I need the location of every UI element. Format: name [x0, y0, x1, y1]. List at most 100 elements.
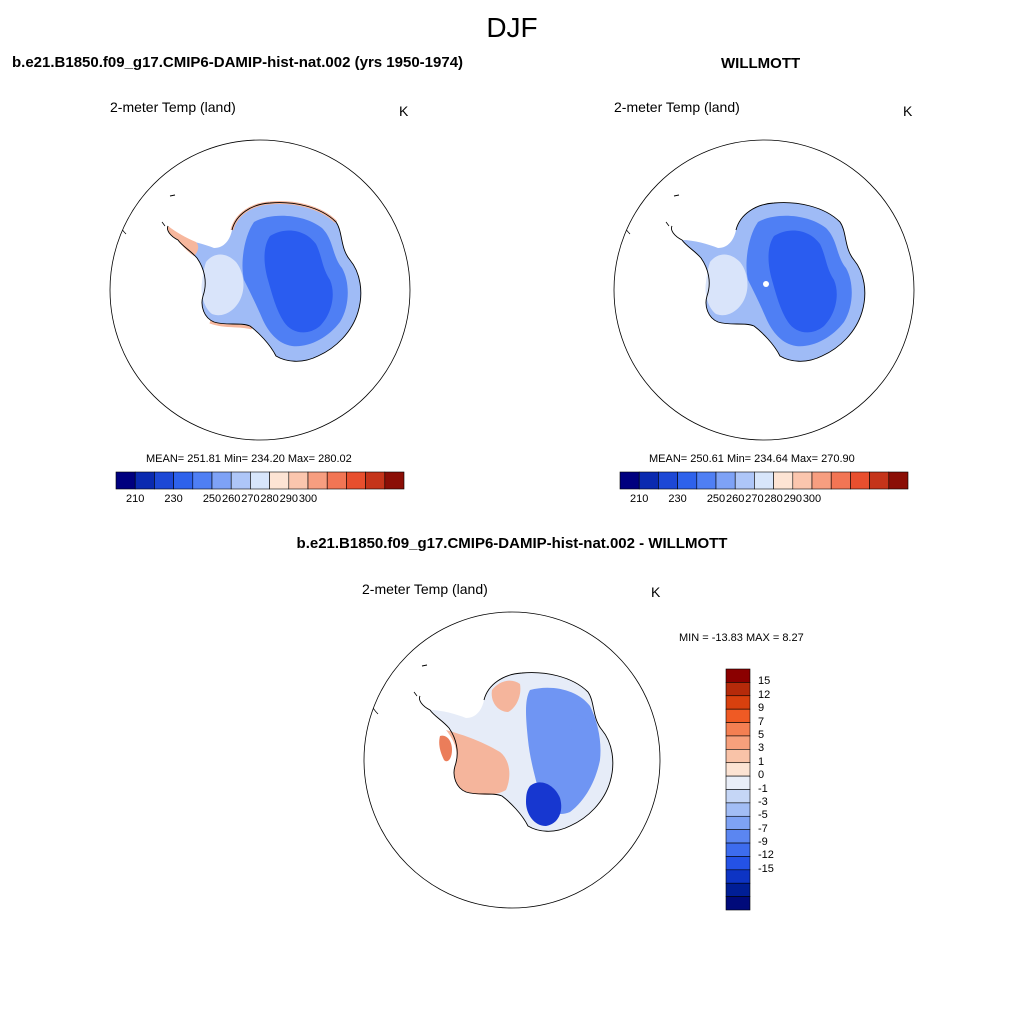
model-colorbar-swatch	[307, 471, 328, 490]
obs-map	[613, 139, 915, 441]
diff-colorbar-tick-label: -12	[758, 849, 774, 862]
obs-colorbar-swatch	[677, 471, 698, 490]
diff-west-warm	[446, 730, 510, 795]
model-colorbar-tick-label: 210	[126, 493, 145, 505]
model-variable-label: 2-meter Temp (land)	[110, 99, 236, 115]
model-stats: MEAN= 251.81 Min= 234.20 Max= 280.02	[146, 453, 352, 465]
diff-colorbar-swatch	[725, 695, 751, 710]
obs-colorbar-tick-label: 300	[802, 493, 822, 505]
diff-colorbar-swatch	[725, 722, 751, 737]
diff-colorbar-tick-label: 9	[758, 702, 765, 715]
model-colorbar-swatch	[134, 471, 155, 490]
obs-colorbar-tick-label: 250	[706, 493, 726, 505]
obs-colorbar-swatch	[792, 471, 813, 490]
obs-colorbar-swatch	[734, 471, 755, 490]
diff-colorbar-swatch	[725, 775, 751, 790]
model-colorbar-tick-label: 250	[202, 493, 222, 505]
obs-colorbar-tick-label: 210	[630, 493, 649, 505]
obs-colorbar-tick-label: 270	[745, 493, 764, 505]
model-antarctica-deep	[264, 230, 333, 333]
model-map	[109, 139, 411, 441]
model-colorbar-swatch	[250, 471, 270, 490]
model-colorbar-swatch	[384, 471, 405, 490]
diff-colorbar-tick-label: -5	[758, 809, 768, 822]
model-colorbar-swatch	[173, 471, 194, 490]
diff-coast-cool	[568, 714, 590, 733]
diff-colorbar-swatch	[725, 802, 751, 817]
diff-colorbar-swatch	[725, 842, 751, 857]
diff-colorbar-tick-label: 12	[758, 688, 771, 701]
obs-colorbar-swatch	[811, 471, 832, 490]
diff-variable-label: 2-meter Temp (land)	[362, 581, 488, 597]
diff-colorbar-tick-label: 5	[758, 728, 765, 741]
diff-peninsula-warm	[439, 735, 452, 762]
diff-colorbar	[725, 668, 751, 911]
diff-colorbar-tick-label: 1	[758, 755, 765, 768]
diff-colorbar-tick-label: -15	[758, 862, 774, 875]
diff-colorbar-swatch	[725, 869, 751, 884]
model-peninsula	[167, 226, 199, 256]
diff-east-cool-strong	[526, 782, 562, 826]
diff-units-label: K	[651, 584, 661, 600]
diff-colorbar-swatch	[725, 762, 751, 777]
diff-colorbar-swatch	[725, 896, 751, 911]
diff-colorbar-swatch	[725, 735, 751, 750]
model-colorbar-swatch	[269, 471, 290, 490]
model-colorbar-tick-label: 280	[260, 493, 279, 505]
diff-colorbar-swatch	[725, 682, 751, 697]
obs-variable-label: 2-meter Temp (land)	[614, 99, 740, 115]
model-colorbar-tick-label: 260	[222, 493, 241, 505]
model-colorbar-swatch	[230, 471, 251, 490]
diff-colorbar-swatch	[725, 882, 751, 897]
diff-colorbar-tick-label: 15	[758, 675, 771, 688]
model-colorbar	[115, 471, 405, 490]
obs-colorbar	[619, 471, 909, 490]
diff-colorbar-tick-label: 0	[758, 769, 765, 782]
diff-colorbar-tick-label: -1	[758, 782, 768, 795]
model-colorbar-tick-label: 290	[279, 493, 298, 505]
model-colorbar-swatch	[192, 471, 213, 490]
obs-colorbar-swatch	[658, 471, 678, 490]
diff-map	[363, 611, 661, 909]
obs-colorbar-tick-label: 280	[764, 493, 783, 505]
diff-colorbar-swatch	[725, 815, 751, 830]
model-colorbar-tick-label: 230	[164, 493, 183, 505]
model-coastline	[167, 202, 362, 362]
obs-colorbar-tick-label: 230	[668, 493, 687, 505]
obs-units-label: K	[903, 103, 913, 119]
diff-south-america-tip	[421, 664, 428, 667]
season-title: DJF	[486, 12, 538, 43]
model-colorbar-swatch	[154, 471, 174, 490]
obs-antarctica-deep	[768, 230, 837, 333]
obs-colorbar-swatch	[830, 471, 851, 490]
obs-missing-data-point	[763, 281, 769, 287]
diff-colorbar-tick-label: -3	[758, 795, 768, 808]
model-colorbar-swatch	[115, 471, 136, 490]
diff-colorbar-swatch	[725, 668, 751, 683]
obs-south-america-tip	[673, 194, 680, 197]
obs-stats: MEAN= 250.61 Min= 234.64 Max= 270.90	[649, 453, 855, 465]
diff-stats: MIN = -13.83 MAX = 8.27	[679, 632, 804, 644]
obs-colorbar-swatch	[888, 471, 909, 490]
obs-colorbar-tick-label: 290	[783, 493, 802, 505]
model-antarctica-pale	[201, 254, 244, 316]
diff-colorbar-swatch	[725, 856, 751, 871]
diff-colorbar-swatch	[725, 708, 751, 723]
obs-colorbar-swatch	[619, 471, 640, 490]
diff-colorbar-swatch	[725, 749, 751, 764]
obs-antarctica-pale	[705, 254, 748, 316]
obs-colorbar-swatch	[715, 471, 736, 490]
obs-colorbar-tick-label: 260	[726, 493, 745, 505]
obs-coastline	[671, 202, 866, 362]
model-colorbar-swatch	[346, 471, 366, 490]
obs-colorbar-swatch	[773, 471, 794, 490]
model-colorbar-tick-label: 300	[298, 493, 318, 505]
model-colorbar-tick-label: 270	[241, 493, 260, 505]
obs-colorbar-swatch	[869, 471, 890, 490]
obs-panel-title: WILLMOTT	[721, 55, 801, 72]
diff-colorbar-tick-label: -9	[758, 836, 768, 849]
obs-colorbar-swatch	[696, 471, 717, 490]
model-colorbar-swatch	[326, 471, 347, 490]
model-units-label: K	[399, 103, 409, 119]
model-colorbar-swatch	[365, 471, 386, 490]
